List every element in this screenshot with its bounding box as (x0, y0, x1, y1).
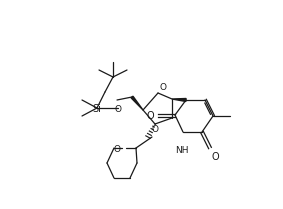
Text: O: O (160, 84, 166, 93)
Text: O: O (114, 144, 121, 153)
Polygon shape (172, 98, 186, 102)
Text: Si: Si (93, 104, 101, 114)
Text: NH: NH (175, 146, 189, 155)
Text: O: O (146, 111, 154, 121)
Polygon shape (131, 96, 143, 110)
Text: O: O (152, 125, 159, 134)
Text: O: O (115, 105, 121, 114)
Text: O: O (211, 152, 219, 162)
